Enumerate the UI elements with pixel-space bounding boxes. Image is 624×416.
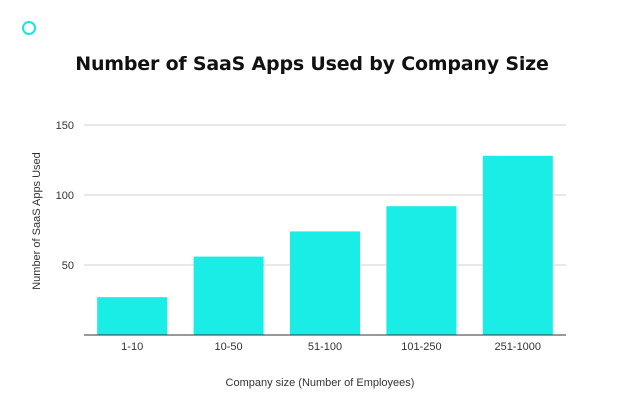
x-tick-label: 10-50 (215, 341, 243, 353)
y-axis-label: Number of SaaS Apps Used (31, 152, 43, 290)
bar-10-50 (193, 256, 264, 335)
y-tick-label: 150 (56, 120, 74, 132)
x-tick-label: 101-250 (401, 341, 441, 353)
bar-101-250 (386, 206, 457, 335)
bar-251-1000 (482, 155, 553, 335)
x-tick-label: 1-10 (121, 341, 143, 353)
y-tick-label: 100 (56, 190, 74, 202)
bar-1-10 (97, 297, 168, 335)
bars (97, 155, 553, 335)
x-tick-labels: 1-10 10-50 51-100 101-250 251-1000 (121, 341, 541, 353)
logo-ring-icon (22, 21, 36, 35)
x-axis-label: Company size (Number of Employees) (226, 377, 415, 389)
y-tick-label: 50 (62, 260, 74, 272)
chart-title: Number of SaaS Apps Used by Company Size (75, 53, 549, 75)
x-tick-label: 51-100 (308, 341, 342, 353)
x-tick-label: 251-1000 (495, 341, 542, 353)
bar-51-100 (290, 231, 360, 335)
y-tick-labels: 50 100 150 (56, 120, 74, 272)
